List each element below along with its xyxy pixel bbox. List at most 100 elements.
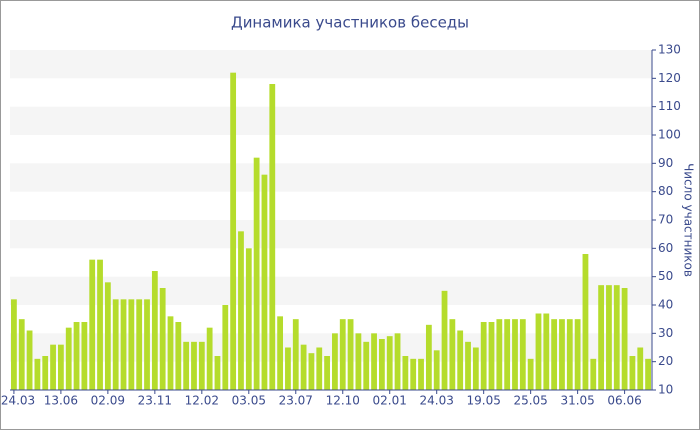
x-tick-label: 23.07 (279, 394, 313, 408)
x-tick-label: 25.05 (513, 394, 547, 408)
bar (472, 347, 479, 390)
bar (598, 285, 605, 390)
x-tick-label: 23.11 (138, 394, 172, 408)
bar (104, 282, 111, 390)
bar (582, 254, 589, 390)
bar (402, 356, 409, 390)
bar (621, 288, 628, 390)
x-tick-label: 03.05 (232, 394, 266, 408)
bar (191, 341, 197, 390)
x-tick-label: 24.03 (1, 394, 35, 408)
y-axis-label: Число участников (682, 163, 696, 277)
bar (34, 358, 41, 390)
bar (128, 299, 135, 390)
bar (543, 313, 550, 390)
y-tick-label: 40 (658, 298, 673, 312)
bar (519, 319, 526, 390)
bar (57, 344, 64, 390)
bar (214, 356, 221, 390)
bar (410, 358, 417, 390)
x-tick-label: 12.02 (185, 394, 219, 408)
bar (371, 333, 377, 390)
bar (347, 319, 354, 390)
bar (433, 350, 440, 390)
y-tick-label: 80 (658, 184, 673, 198)
bar (551, 319, 558, 390)
x-tick-label: 13.06 (44, 394, 78, 408)
bar (324, 356, 330, 390)
x-tick-label: 02.09 (91, 394, 125, 408)
bar (269, 84, 276, 390)
bar (316, 347, 323, 390)
y-tick-label: 130 (658, 43, 681, 57)
bar (637, 347, 644, 390)
bar (363, 341, 370, 390)
y-tick-label: 100 (658, 128, 681, 142)
y-tick-label: 120 (658, 71, 681, 85)
x-tick-label: 24.03 (420, 394, 454, 408)
bar (527, 358, 534, 390)
grid-band (10, 163, 652, 192)
bar (73, 322, 80, 390)
grid-band (10, 106, 652, 135)
bar (253, 157, 260, 390)
bar (629, 356, 636, 390)
x-tick-label: 02.01 (373, 394, 407, 408)
bar (425, 324, 432, 390)
bar (285, 347, 291, 390)
bar (465, 341, 471, 390)
bar (457, 330, 464, 390)
bar (198, 341, 205, 390)
bar (167, 316, 174, 390)
bar (89, 259, 96, 390)
bar (292, 319, 299, 390)
x-tick-label: 12.10 (326, 394, 360, 408)
y-tick-label: 30 (658, 326, 673, 340)
bar (394, 333, 401, 390)
bar (175, 322, 182, 390)
chart-title: Динамика участников беседы (231, 14, 469, 32)
bar (566, 319, 573, 390)
bar (590, 358, 597, 390)
bar (308, 353, 315, 390)
bar (18, 319, 25, 390)
y-tick-label: 20 (658, 354, 673, 368)
bar (378, 339, 385, 390)
bar (50, 344, 56, 390)
bar (65, 327, 72, 390)
bar (206, 327, 213, 390)
grid-band (10, 220, 652, 249)
bar (230, 72, 237, 391)
bar (112, 299, 119, 390)
bar (512, 319, 518, 390)
bar (339, 319, 346, 390)
bar (151, 271, 158, 390)
bar (449, 319, 456, 390)
bar (535, 313, 542, 390)
bar (26, 330, 33, 390)
bar (183, 341, 190, 390)
bar (238, 231, 244, 390)
bar (645, 358, 651, 390)
bar (300, 344, 307, 390)
y-tick-label: 70 (658, 213, 673, 227)
bar (574, 319, 581, 390)
x-tick-label: 19.05 (466, 394, 500, 408)
bar (606, 285, 612, 390)
bar (136, 299, 143, 390)
bar (355, 333, 362, 390)
bar (245, 248, 252, 390)
bar (386, 336, 393, 390)
bar (332, 333, 338, 390)
bar (144, 299, 150, 390)
bar (277, 316, 284, 390)
bar (480, 322, 487, 390)
bar (120, 299, 127, 390)
bar (97, 259, 103, 390)
x-tick-label: 06.06 (607, 394, 641, 408)
bar (496, 319, 503, 390)
y-tick-label: 90 (658, 156, 673, 170)
bar (488, 322, 495, 390)
bar (613, 285, 620, 390)
